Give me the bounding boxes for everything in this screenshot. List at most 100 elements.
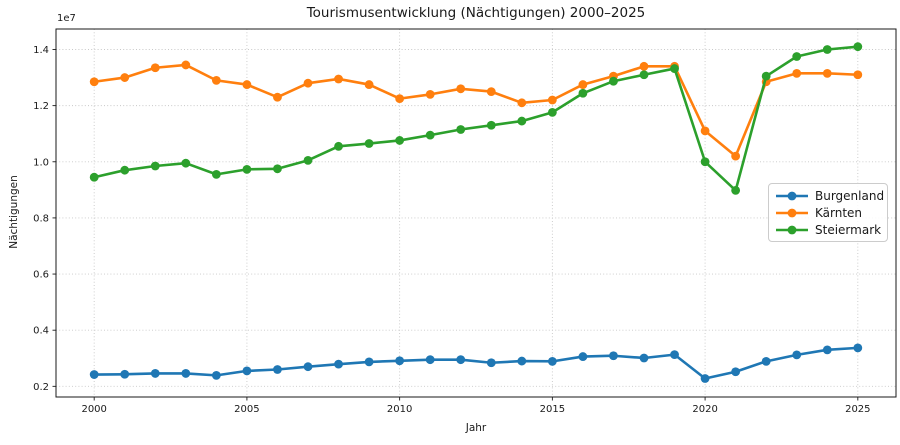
- steiermark-point: [547, 107, 557, 117]
- kaernten-point: [547, 95, 557, 105]
- axes-border: [55, 28, 897, 398]
- kaernten-point: [853, 70, 863, 80]
- kaernten-point: [578, 80, 588, 89]
- burgenland-point: [150, 369, 160, 378]
- kaernten-point: [303, 78, 313, 88]
- legend-item-kaernten: Kärnten: [775, 204, 881, 221]
- x-tick-label: 2025: [845, 404, 870, 415]
- kaernten-point: [364, 80, 374, 89]
- legend-swatch-line-icon: [776, 191, 808, 200]
- steiermark-point: [761, 71, 771, 81]
- burgenland-point: [761, 356, 771, 366]
- burgenland-point: [578, 352, 588, 361]
- kaernten-point: [150, 63, 160, 73]
- burgenland-point: [486, 358, 496, 368]
- burgenland-point: [303, 362, 313, 372]
- kaernten-point: [181, 60, 191, 70]
- steiermark-point: [303, 155, 313, 165]
- x-tick-label: 2010: [387, 404, 412, 415]
- kaernten-point: [395, 94, 405, 104]
- steiermark-point: [853, 42, 863, 52]
- steiermark-point: [486, 120, 496, 130]
- steiermark-point: [639, 70, 649, 80]
- burgenland-point: [700, 374, 710, 383]
- burgenland-point: [242, 366, 252, 376]
- chart-title: Tourismusentwicklung (Nächtigungen) 2000…: [306, 5, 646, 21]
- legend: Burgenland Kärnten Steiermark: [768, 183, 888, 242]
- burgenland-point: [670, 350, 679, 360]
- steiermark-point: [425, 130, 435, 140]
- y-tick-label: 0.2: [33, 382, 49, 393]
- steiermark-point: [273, 164, 282, 174]
- kaernten-point: [822, 68, 832, 78]
- steiermark-point: [334, 141, 343, 151]
- x-tick-label: 2005: [234, 404, 259, 415]
- burgenland-point: [181, 369, 191, 378]
- kaernten-point: [425, 90, 435, 99]
- kaernten-point: [273, 92, 282, 102]
- kaernten-point: [211, 75, 221, 85]
- kaernten-line: [92, 63, 860, 158]
- y-tick-label: 0.8: [33, 213, 49, 224]
- steiermark-point: [578, 88, 588, 98]
- steiermark-point: [181, 158, 191, 168]
- steiermark-point: [792, 52, 802, 61]
- x-axis-label: Jahr: [465, 422, 487, 434]
- legend-swatch-line-icon: [776, 208, 808, 217]
- legend-item-burgenland: Burgenland: [775, 187, 885, 204]
- y-tick-label: 1.4: [33, 45, 49, 56]
- steiermark-point: [822, 45, 832, 54]
- legend-swatch-line-icon: [776, 225, 808, 234]
- burgenland-point: [364, 357, 374, 367]
- burgenland-point: [89, 370, 99, 379]
- burgenland-point: [425, 355, 435, 365]
- burgenland-line: [92, 346, 860, 380]
- burgenland-point: [731, 367, 741, 377]
- steiermark-point: [731, 186, 741, 195]
- burgenland-point: [334, 359, 343, 369]
- burgenland-point: [456, 355, 466, 365]
- steiermark-point: [120, 165, 130, 175]
- burgenland-point: [792, 350, 802, 360]
- y-axis-offset-label: 1e7: [57, 13, 76, 24]
- steiermark-point: [150, 161, 160, 171]
- steiermark-point: [700, 157, 710, 167]
- kaernten-point: [731, 151, 741, 161]
- y-tick-label: 0.4: [33, 326, 49, 337]
- kaernten-point: [89, 77, 99, 87]
- steiermark-point: [517, 116, 527, 126]
- kaernten-point: [120, 73, 130, 82]
- kaernten-point: [456, 84, 466, 94]
- burgenland-point: [639, 353, 649, 363]
- kaernten-point: [639, 61, 649, 71]
- kaernten-point: [486, 87, 496, 96]
- steiermark-point: [211, 170, 221, 179]
- steiermark-point: [670, 64, 679, 73]
- y-tick-label: 1.2: [33, 101, 49, 112]
- burgenland-point: [547, 356, 557, 366]
- burgenland-point: [517, 356, 527, 366]
- burgenland-point: [609, 351, 618, 361]
- steiermark-point: [395, 136, 405, 145]
- steiermark-point: [89, 172, 99, 182]
- kaernten-point: [517, 98, 527, 108]
- kaernten-point: [792, 68, 802, 78]
- y-tick-label: 1.0: [33, 157, 49, 168]
- legend-label: Steiermark: [815, 222, 882, 237]
- kaernten-point: [334, 74, 343, 84]
- steiermark-point: [242, 164, 252, 174]
- steiermark-line: [92, 45, 860, 192]
- burgenland-point: [822, 345, 832, 355]
- burgenland-point: [395, 356, 405, 366]
- kaernten-point: [242, 80, 252, 89]
- legend-label: Burgenland: [815, 188, 885, 203]
- burgenland-point: [211, 370, 221, 380]
- legend-label: Kärnten: [815, 205, 863, 220]
- steiermark-point: [609, 76, 618, 86]
- kaernten-point: [700, 126, 710, 136]
- x-tick-label: 2020: [692, 404, 717, 415]
- x-tick-label: 2015: [540, 404, 565, 415]
- burgenland-point: [853, 343, 863, 353]
